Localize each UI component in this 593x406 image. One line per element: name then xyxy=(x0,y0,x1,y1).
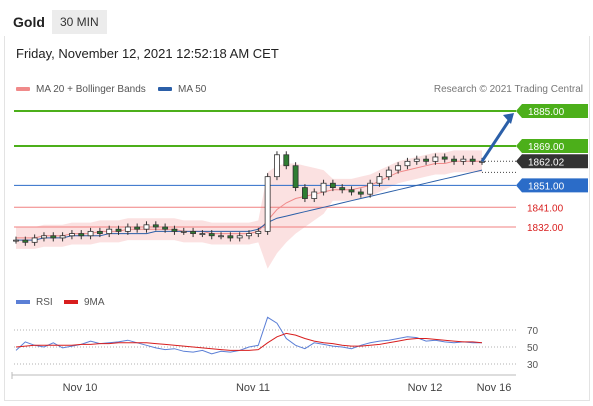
level-label-1832.00: 1832.00 xyxy=(527,223,564,234)
candle-body xyxy=(423,158,429,162)
candle-body xyxy=(78,233,85,237)
chart-datetime: Friday, November 12, 2021 12:52:18 AM CE… xyxy=(16,46,279,61)
candle-body xyxy=(367,182,374,195)
candle-body xyxy=(311,191,318,199)
level-label-1851.00: 1851.00 xyxy=(528,181,565,192)
candle-body xyxy=(441,156,448,160)
x-tick-nov-16: Nov 16 xyxy=(477,382,512,394)
candle-body xyxy=(432,156,439,162)
x-tick-nov-10: Nov 10 xyxy=(63,382,98,394)
candle-body xyxy=(190,230,196,234)
candle-body xyxy=(320,182,327,193)
candle-body xyxy=(348,189,355,193)
candle-body xyxy=(469,158,476,162)
ma20-swatch xyxy=(16,87,30,92)
candle-body xyxy=(152,224,159,228)
rsi-9ma-line xyxy=(15,332,483,351)
candle-body xyxy=(404,160,411,167)
ma9-label: 9MA xyxy=(84,297,105,308)
candle-body xyxy=(199,233,206,235)
instrument-title: Gold xyxy=(13,14,45,30)
candle-body xyxy=(106,228,113,234)
candle-body xyxy=(69,233,75,237)
legend-ma20: MA 20 + Bollinger Bands xyxy=(16,84,146,95)
level-label-1862.02: 1862.02 xyxy=(528,157,565,168)
rsi-tick-50: 50 xyxy=(527,343,539,354)
candle-body xyxy=(255,230,262,234)
level-label-1841.00: 1841.00 xyxy=(527,203,564,214)
candle-body xyxy=(41,235,47,239)
candle-body xyxy=(22,239,29,243)
candle-body xyxy=(143,224,150,230)
candle-body xyxy=(134,226,141,230)
level-tag-1851.00 xyxy=(516,178,588,193)
timeframe-selector[interactable]: 30 MIN xyxy=(52,10,107,34)
forecast-arrow-head xyxy=(503,113,514,124)
candle-body xyxy=(87,230,94,237)
level-tag-1885.00 xyxy=(516,104,588,118)
candle-body xyxy=(413,158,420,162)
candle-body xyxy=(451,158,457,162)
forecast-arrow xyxy=(480,118,512,163)
candle-body xyxy=(329,182,336,189)
candle-body xyxy=(208,233,215,237)
level-tag-1862.02 xyxy=(516,154,588,169)
ma20-label: MA 20 + Bollinger Bands xyxy=(36,84,146,95)
candle-body xyxy=(357,191,364,195)
header-bar: Gold 30 MIN xyxy=(0,0,593,36)
rsi-tick-70: 70 xyxy=(527,326,539,337)
bollinger-band xyxy=(16,150,482,269)
ma9-swatch xyxy=(64,300,78,305)
legend-rsi: RSI xyxy=(16,297,53,308)
candle-body xyxy=(124,226,131,232)
candle-body xyxy=(246,233,252,237)
rsi-line xyxy=(15,316,482,355)
candle-body xyxy=(13,239,19,242)
candle-body xyxy=(339,187,346,191)
candle-body xyxy=(50,235,57,239)
candle-body xyxy=(264,176,271,232)
candle-body xyxy=(180,230,187,233)
candle-body xyxy=(283,154,290,167)
candle-body xyxy=(162,226,169,230)
candle-body xyxy=(479,160,485,163)
candle-body xyxy=(96,230,103,234)
candle-body xyxy=(302,187,308,199)
candle-body xyxy=(236,235,243,239)
candle-body xyxy=(292,165,299,189)
candle-body xyxy=(227,235,234,239)
candle-body xyxy=(395,165,402,171)
candle-body xyxy=(274,154,280,178)
candle-body xyxy=(171,228,178,232)
candle-body xyxy=(59,235,66,239)
candle-body xyxy=(376,176,383,184)
candle-body xyxy=(31,237,38,243)
x-tick-nov-12: Nov 12 xyxy=(408,382,443,394)
level-label-1869.00: 1869.00 xyxy=(528,142,565,153)
candle-body xyxy=(218,235,224,238)
x-tick-nov-11: Nov 11 xyxy=(236,382,270,394)
level-label-1885.00: 1885.00 xyxy=(528,107,565,118)
candle-body xyxy=(460,158,467,162)
ma50-swatch xyxy=(158,87,172,92)
rsi-label: RSI xyxy=(36,297,53,308)
candle-body xyxy=(115,228,122,232)
legend-ma50: MA 50 xyxy=(158,84,206,95)
ma50-label: MA 50 xyxy=(178,84,207,95)
level-tag-1869.00 xyxy=(516,139,588,154)
rsi-swatch xyxy=(16,300,30,305)
research-credit: Research © 2021 Trading Central xyxy=(433,84,583,95)
candle-body xyxy=(385,169,392,178)
rsi-tick-30: 30 xyxy=(527,360,539,371)
legend-9ma: 9MA xyxy=(64,297,105,308)
